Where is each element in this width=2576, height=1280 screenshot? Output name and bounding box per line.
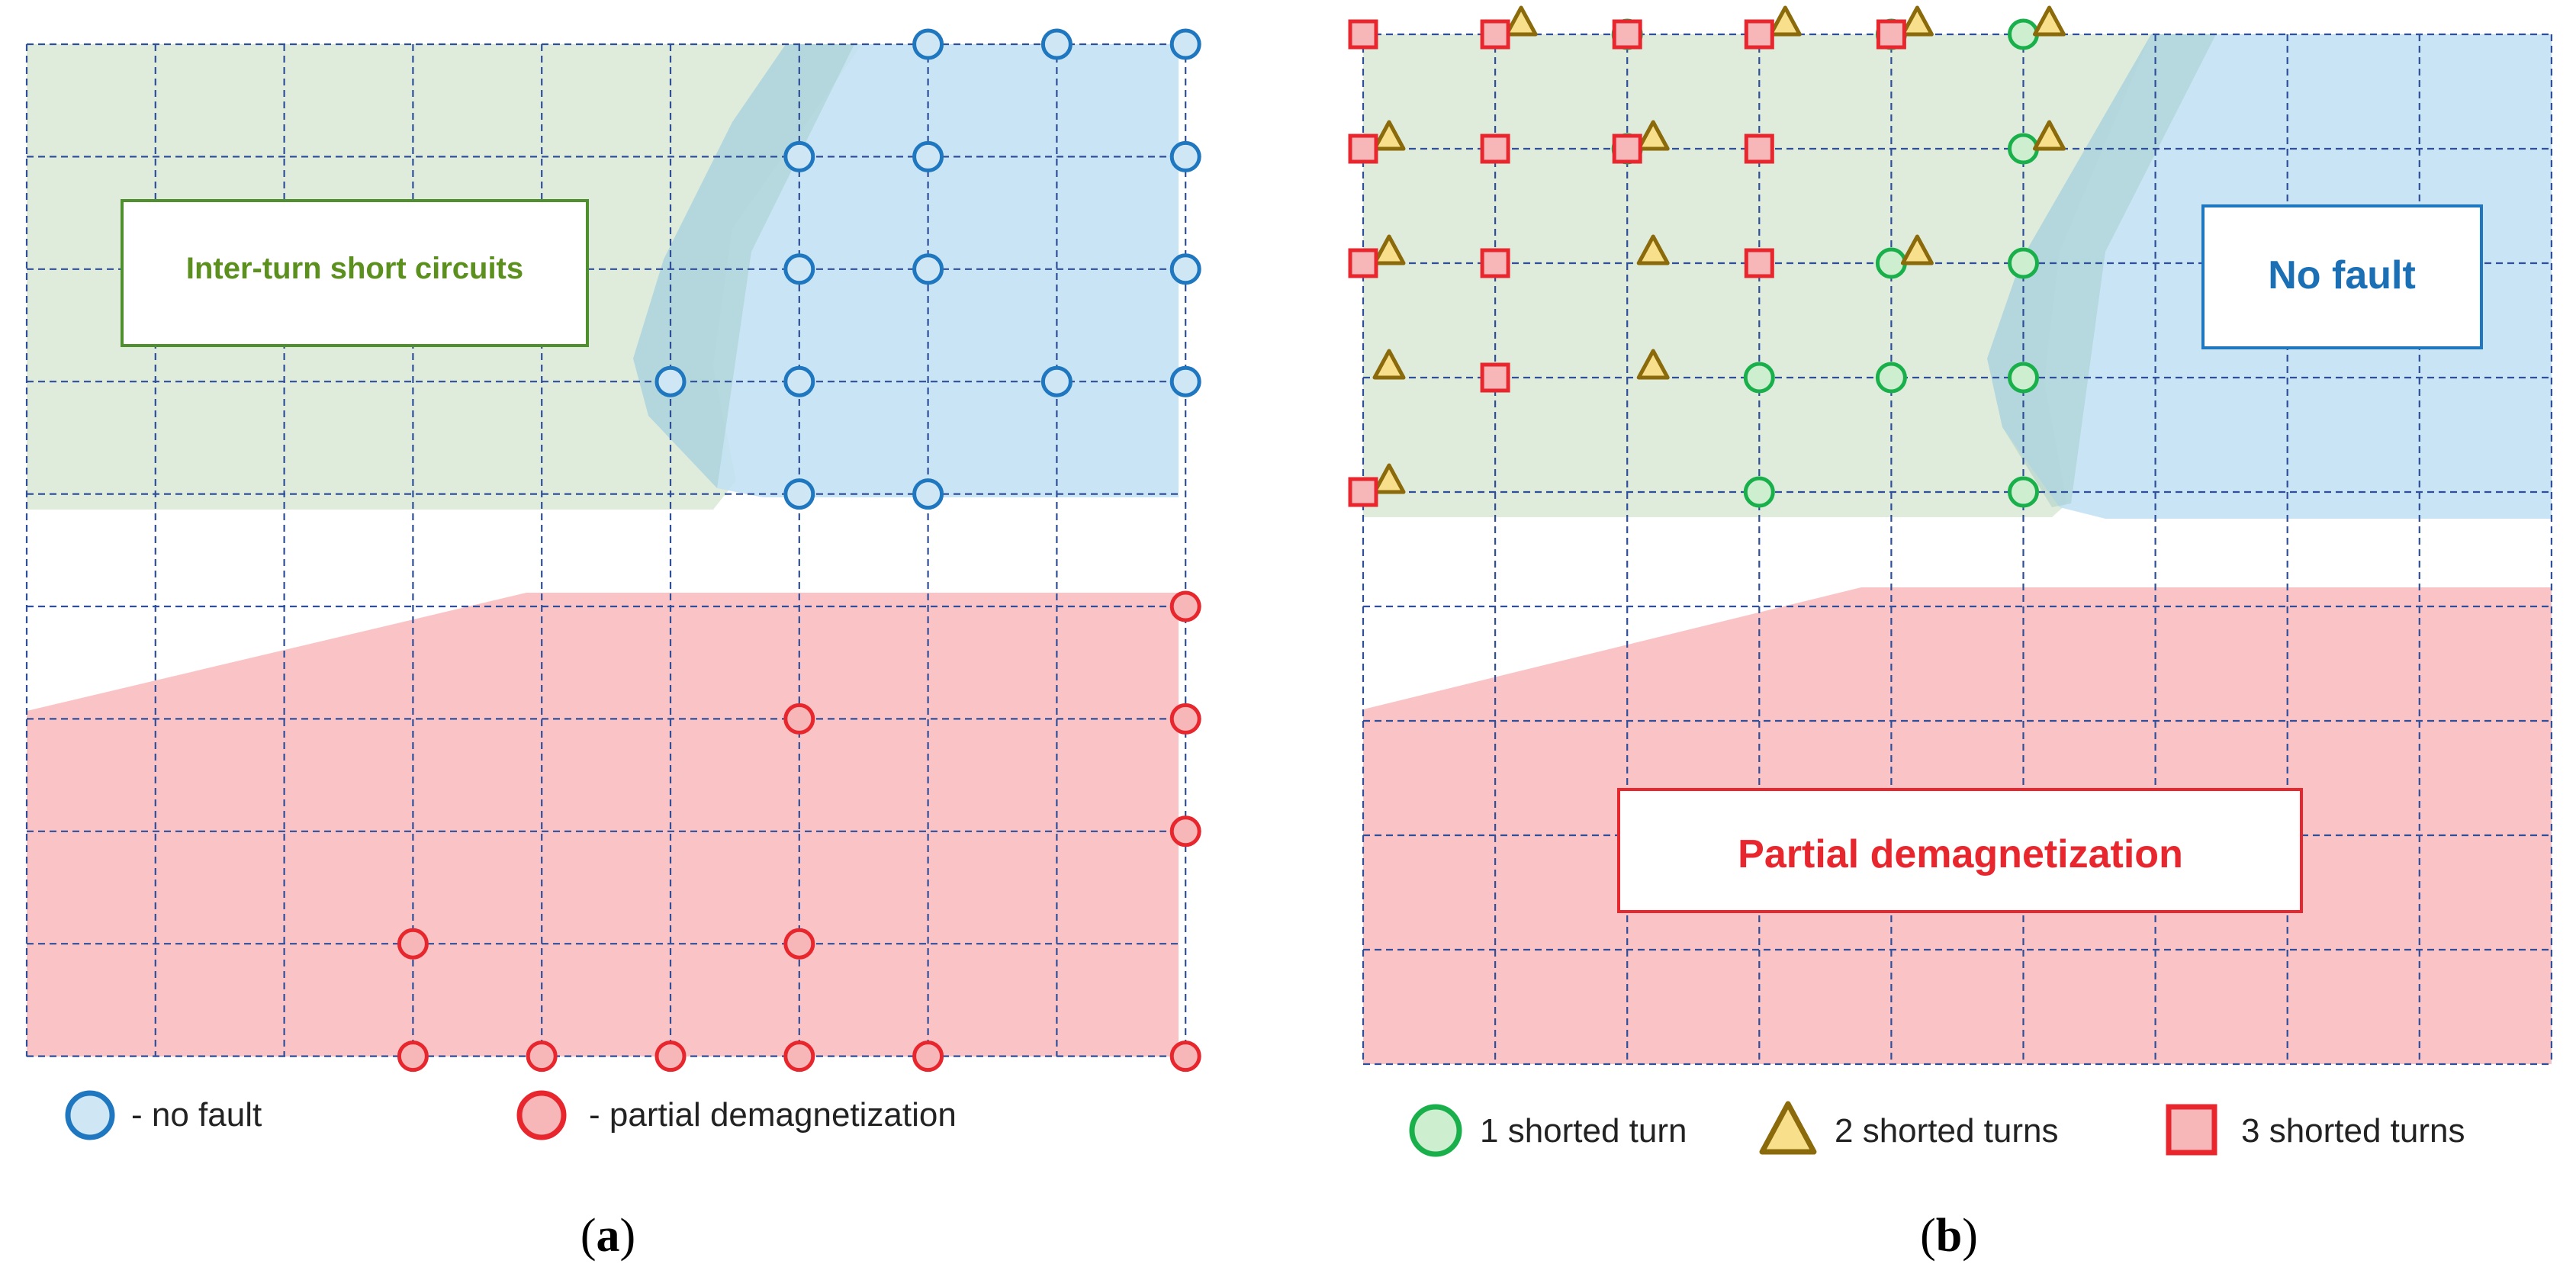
- marker-no-fault: [1040, 28, 1073, 60]
- region-overlap-b: [1987, 34, 2216, 507]
- caption-a: (a): [580, 1210, 635, 1262]
- legend-a: - no fault - partial demagnetization: [65, 1090, 957, 1140]
- marker-no-fault: [1169, 253, 1201, 285]
- marker-partial-demagnetization: [654, 1040, 687, 1073]
- legend-demag-label: - partial demagnetization: [589, 1096, 957, 1134]
- marker-partial-demagnetization: [397, 1040, 429, 1073]
- marker-no-fault: [912, 28, 944, 60]
- marker-3-shorted-turns: [1744, 248, 1774, 278]
- marker-3-shorted-turns: [1348, 248, 1378, 278]
- legend-1-turn-label: 1 shorted turn: [1480, 1112, 1687, 1150]
- marker-no-fault: [912, 140, 944, 172]
- caption-b-letter: b: [1936, 1210, 1962, 1262]
- marker-2-shorted-turns: [1372, 349, 1406, 380]
- panel-b: No fault Partial demagnetization 1 short…: [1348, 5, 2552, 1262]
- region-demagnetization-a: [27, 593, 1179, 1056]
- marker-1-shorted-turn: [2008, 476, 2039, 508]
- marker-no-fault: [1169, 28, 1201, 60]
- marker-partial-demagnetization: [783, 1040, 815, 1073]
- marker-3-shorted-turns: [1480, 248, 1510, 278]
- legend-no-fault-label: - no fault: [131, 1096, 262, 1134]
- marker-1-shorted-turn: [2008, 362, 2039, 394]
- marker-no-fault: [783, 253, 815, 285]
- marker-partial-demagnetization: [912, 1040, 944, 1073]
- marker-3-shorted-turns: [1480, 362, 1510, 393]
- marker-3-shorted-turns: [1612, 133, 1642, 164]
- markers-a: [397, 28, 1201, 1073]
- legend-3-turns-marker: [2166, 1104, 2217, 1156]
- legend-1-turn-marker: [1409, 1104, 1462, 1157]
- marker-1-shorted-turn: [2008, 247, 2039, 279]
- marker-3-shorted-turns: [1348, 19, 1378, 50]
- marker-2-shorted-turns: [1636, 234, 1670, 265]
- marker-3-shorted-turns: [1480, 133, 1510, 164]
- legend-2-turns-label: 2 shorted turns: [1835, 1112, 2059, 1150]
- label-box-no-fault: [2201, 204, 2483, 349]
- caption-b: (b): [1920, 1210, 1978, 1262]
- marker-2-shorted-turns: [1636, 349, 1670, 380]
- marker-2-shorted-turns: [2033, 120, 2066, 151]
- caption-a-letter: a: [597, 1210, 620, 1262]
- marker-2-shorted-turns: [1372, 234, 1406, 265]
- marker-no-fault: [1169, 140, 1201, 172]
- label-box-short-circuits: [121, 199, 589, 347]
- marker-2-shorted-turns: [1900, 234, 1934, 265]
- legend-b: 1 shorted turn 2 shorted turns 3 shorted…: [1409, 1101, 2465, 1157]
- marker-3-shorted-turns: [1744, 19, 1774, 50]
- marker-no-fault: [1040, 365, 1073, 397]
- marker-2-shorted-turns: [1504, 5, 1538, 37]
- marker-3-shorted-turns: [1348, 477, 1378, 507]
- grid-b: [1362, 33, 2552, 1066]
- marker-3-shorted-turns: [1744, 133, 1774, 164]
- marker-no-fault: [783, 365, 815, 397]
- marker-3-shorted-turns: [1348, 133, 1378, 164]
- marker-no-fault: [912, 478, 944, 510]
- marker-no-fault: [1169, 365, 1201, 397]
- marker-partial-demagnetization: [1169, 1040, 1201, 1073]
- panel-a: Inter-turn short circuits - no fault - p…: [25, 28, 1201, 1262]
- marker-no-fault: [783, 478, 815, 510]
- marker-no-fault: [783, 140, 815, 172]
- grid-a: [25, 43, 1187, 1057]
- marker-3-shorted-turns: [1876, 19, 1906, 50]
- label-box-partial-demag: [1617, 788, 2303, 913]
- legend-no-fault-marker: [65, 1090, 115, 1140]
- marker-3-shorted-turns: [1480, 19, 1510, 50]
- marker-1-shorted-turn: [1875, 362, 1907, 394]
- marker-partial-demagnetization: [1169, 703, 1201, 735]
- marker-2-shorted-turns: [1768, 5, 1802, 37]
- label-short-circuits: Inter-turn short circuits: [186, 252, 523, 285]
- marker-partial-demagnetization: [397, 928, 429, 960]
- label-partial-demag: Partial demagnetization: [1738, 832, 2183, 876]
- marker-no-fault: [912, 253, 944, 285]
- marker-2-shorted-turns: [1900, 5, 1934, 37]
- marker-no-fault: [654, 365, 687, 397]
- marker-2-shorted-turns: [2033, 5, 2066, 37]
- marker-2-shorted-turns: [1636, 120, 1670, 151]
- marker-1-shorted-turn: [1743, 476, 1775, 508]
- marker-2-shorted-turns: [1372, 120, 1406, 151]
- marker-partial-demagnetization: [1169, 590, 1201, 622]
- marker-partial-demagnetization: [783, 703, 815, 735]
- marker-1-shorted-turn: [1743, 362, 1775, 394]
- marker-partial-demagnetization: [1169, 815, 1201, 847]
- marker-3-shorted-turns: [1612, 19, 1642, 50]
- marker-partial-demagnetization: [526, 1040, 558, 1073]
- label-no-fault: No fault: [2268, 253, 2416, 297]
- marker-2-shorted-turns: [1372, 463, 1406, 494]
- legend-2-turns-marker: [1759, 1101, 1817, 1155]
- markers-b: [1348, 5, 2066, 508]
- legend-3-turns-label: 3 shorted turns: [2241, 1112, 2465, 1150]
- marker-partial-demagnetization: [783, 928, 815, 960]
- legend-demag-marker: [516, 1090, 567, 1140]
